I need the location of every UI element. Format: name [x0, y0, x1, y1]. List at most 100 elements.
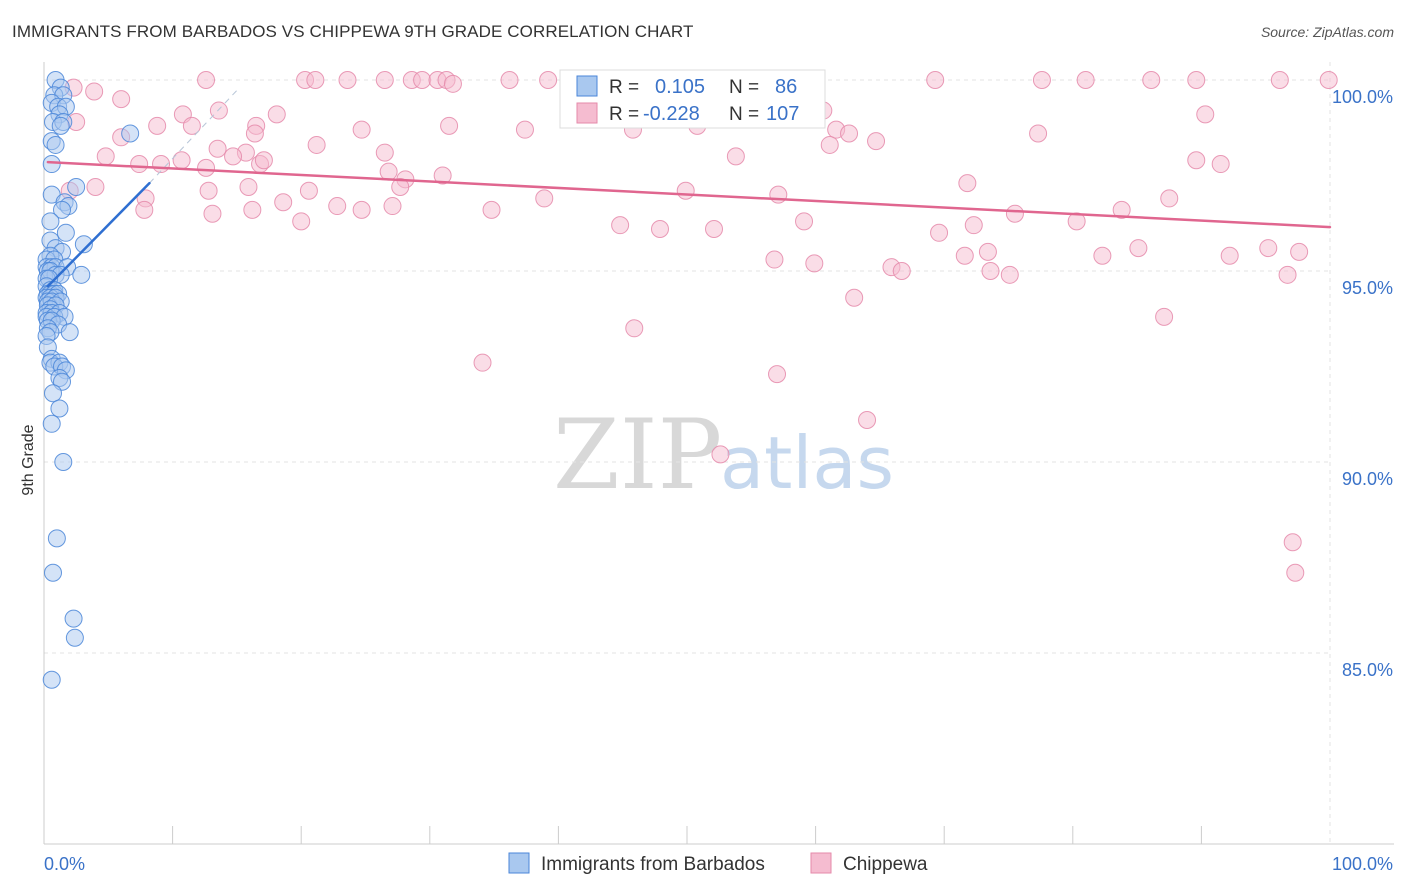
stats-r-value-1: 0.105 — [655, 76, 705, 98]
watermark: ZIP atlas — [553, 399, 894, 511]
stats-swatch-barbados — [576, 75, 598, 97]
chippewa-point — [224, 147, 243, 166]
chippewa-point — [1278, 265, 1297, 284]
chippewa-point — [375, 71, 394, 89]
chippewa-point — [307, 135, 326, 154]
watermark-atlas: atlas — [720, 421, 894, 505]
chippewa-point — [1129, 239, 1148, 258]
chippewa-point — [711, 445, 730, 464]
chippewa-point — [535, 189, 554, 208]
chippewa-point — [1290, 242, 1309, 261]
chippewa-point — [805, 254, 824, 273]
barbados-points — [37, 71, 140, 689]
chippewa-point — [239, 177, 258, 196]
chippewa-point — [515, 120, 534, 139]
chippewa-point — [135, 200, 154, 219]
chippewa-point — [199, 181, 218, 200]
chippewa-point — [611, 216, 630, 235]
barbados-point — [50, 399, 69, 418]
chippewa-point — [1319, 71, 1338, 89]
chippewa-point — [926, 71, 945, 89]
chippewa-point — [391, 177, 410, 196]
chippewa-point — [1196, 105, 1215, 124]
chippewa-point — [1032, 71, 1051, 89]
barbados-point — [42, 414, 61, 433]
x-tick-label: 0.0% — [44, 854, 85, 874]
chippewa-point — [352, 120, 371, 139]
chippewa-point — [1155, 307, 1174, 326]
chippewa-point — [209, 101, 228, 120]
barbados-point — [72, 265, 91, 284]
chippewa-point — [375, 143, 394, 162]
barbados-point — [121, 124, 140, 143]
chippewa-point — [433, 166, 452, 185]
chippewa-point — [500, 71, 519, 89]
chippewa-point — [440, 116, 459, 135]
chippewa-point — [625, 319, 644, 338]
y-tick-label: 85.0% — [1342, 660, 1393, 680]
chippewa-point — [208, 139, 227, 158]
chippewa-point — [650, 219, 669, 238]
chippewa-point — [768, 365, 787, 384]
chippewa-points — [60, 71, 1338, 582]
chippewa-point — [845, 288, 864, 307]
chippewa-point — [867, 132, 886, 151]
chippewa-point — [1067, 212, 1086, 231]
chippewa-point — [197, 158, 216, 177]
chippewa-point — [86, 177, 105, 196]
chippewa-point — [413, 71, 432, 89]
chippewa-point — [148, 116, 167, 135]
barbados-point — [65, 628, 84, 647]
chippewa-point — [130, 155, 149, 174]
chippewa-point — [1076, 71, 1095, 89]
chippewa-point — [473, 353, 492, 372]
chippewa-point — [892, 262, 911, 280]
stats-n-value-1: 86 — [775, 76, 797, 98]
stats-n-label-1: N = — [729, 77, 759, 98]
barbados-point — [51, 116, 70, 135]
y-tick-label: 90.0% — [1342, 469, 1393, 489]
stats-r-value-2: -0.228 — [643, 103, 700, 125]
chippewa-point — [1093, 246, 1112, 265]
chippewa-point — [1187, 71, 1206, 89]
chippewa-point — [1142, 71, 1161, 89]
chippewa-point — [274, 193, 293, 212]
stats-r-label-2: R = — [609, 104, 639, 125]
barbados-point — [56, 223, 75, 242]
chippewa-point — [306, 71, 325, 89]
chippewa-point — [267, 105, 286, 124]
barbados-point — [46, 135, 65, 154]
barbados-point — [44, 563, 63, 582]
barbados-point — [47, 529, 66, 548]
barbados-trend-line — [46, 181, 151, 288]
chippewa-point — [1005, 204, 1024, 223]
chippewa-point — [383, 197, 402, 216]
chippewa-point — [539, 71, 558, 89]
barbados-point — [60, 323, 79, 342]
chippewa-point — [726, 147, 745, 166]
chippewa-point — [1112, 200, 1131, 219]
chippewa-point — [1270, 71, 1289, 89]
barbados-point — [53, 200, 72, 219]
chippewa-point — [958, 174, 977, 193]
chippewa-point — [254, 151, 273, 170]
watermark-zip: ZIP — [553, 399, 722, 511]
chippewa-point — [1286, 563, 1305, 582]
chippewa-point — [705, 219, 724, 238]
chippewa-trend-line — [46, 160, 1332, 229]
chippewa-point — [1283, 533, 1302, 552]
chippewa-point — [245, 124, 264, 143]
stats-box-frame — [559, 69, 826, 129]
barbados-point — [42, 670, 61, 689]
chippewa-point — [482, 200, 501, 219]
y-tick-label: 95.0% — [1342, 278, 1393, 298]
chippewa-point — [1220, 246, 1239, 265]
chippewa-point — [338, 71, 357, 89]
chippewa-point — [858, 410, 877, 429]
chippewa-point — [299, 181, 318, 200]
stats-box: R = 0.105 N = 86 R = -0.228 N = 107 — [559, 69, 826, 129]
barbados-point — [54, 453, 73, 471]
chippewa-point — [172, 151, 191, 170]
chippewa-point — [955, 246, 974, 265]
